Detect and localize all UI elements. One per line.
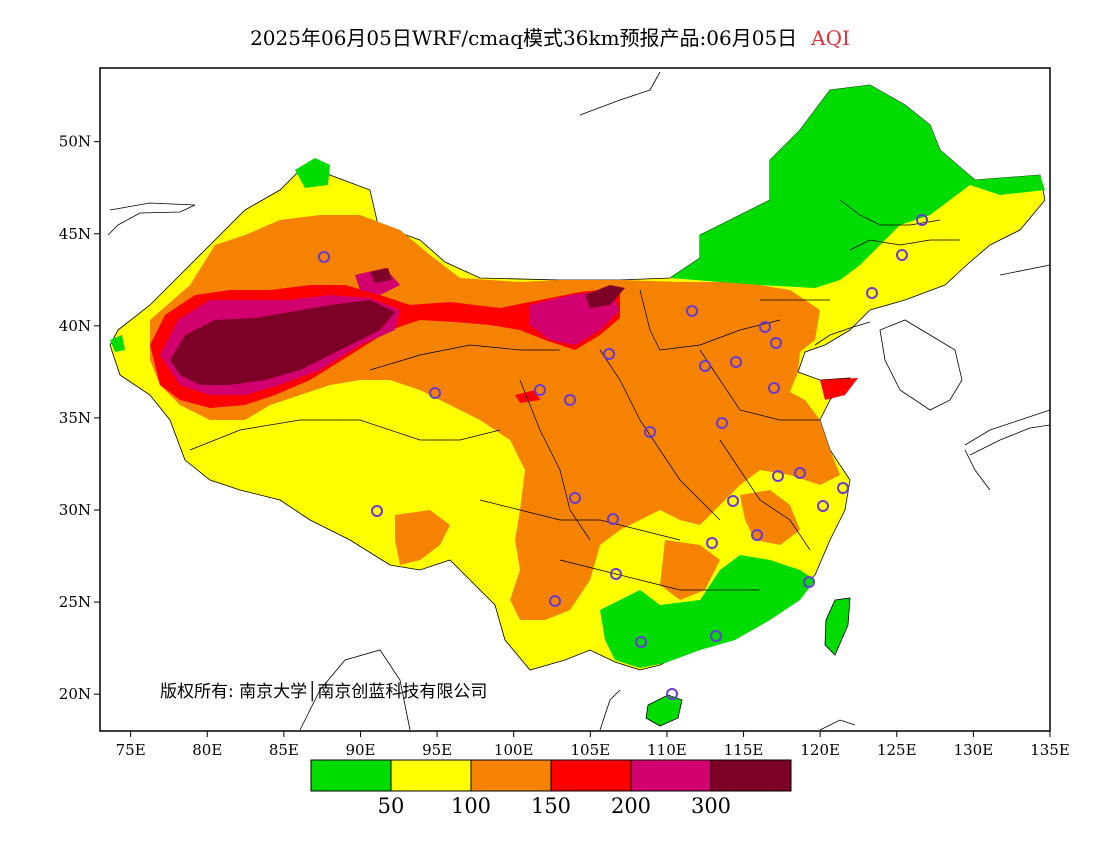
aqi-zone-red-dot bbox=[515, 390, 540, 403]
station-marker bbox=[837, 482, 849, 494]
legend-swatch bbox=[470, 759, 552, 792]
station-marker bbox=[564, 394, 576, 406]
aqi-zone-maroon-gobi bbox=[585, 285, 625, 308]
aqi-zone-maroon-dot bbox=[370, 268, 392, 283]
legend-swatch bbox=[550, 759, 632, 792]
legend-label: 50 bbox=[378, 794, 405, 818]
neighbor-coastlines bbox=[107, 71, 1050, 731]
station-markers bbox=[318, 214, 928, 700]
station-marker bbox=[666, 688, 678, 700]
legend-swatch bbox=[710, 759, 792, 792]
x-tick-label: 135E bbox=[1030, 741, 1070, 759]
station-marker bbox=[569, 492, 581, 504]
legend-swatch bbox=[630, 759, 712, 792]
y-tick-label: 20N bbox=[59, 685, 91, 703]
station-marker bbox=[699, 360, 711, 372]
y-tick-label: 45N bbox=[59, 225, 91, 243]
y-tick-label: 40N bbox=[59, 317, 91, 335]
station-marker bbox=[534, 384, 546, 396]
x-tick-label: 130E bbox=[954, 741, 994, 759]
taiwan-island bbox=[824, 597, 851, 656]
legend-label: 100 bbox=[451, 794, 491, 818]
legend-label: 150 bbox=[531, 794, 571, 818]
station-marker bbox=[635, 636, 647, 648]
aqi-zone-orange-south bbox=[660, 540, 720, 600]
aqi-zone-green-south bbox=[600, 555, 815, 668]
legend-label: 200 bbox=[611, 794, 651, 818]
y-tick-label: 50N bbox=[59, 133, 91, 151]
station-marker bbox=[751, 529, 763, 541]
station-marker bbox=[686, 305, 698, 317]
station-marker bbox=[772, 470, 784, 482]
station-marker bbox=[371, 505, 383, 517]
x-tick-label: 110E bbox=[647, 741, 687, 759]
title-variable: AQI bbox=[811, 26, 850, 50]
y-tick-label: 25N bbox=[59, 593, 91, 611]
station-marker bbox=[794, 467, 806, 479]
station-marker bbox=[710, 630, 722, 642]
y-axis: 20N 25N 30N 35N 40N 45N 50N bbox=[59, 133, 100, 703]
y-tick-label: 35N bbox=[59, 409, 91, 427]
legend-swatch bbox=[390, 759, 472, 792]
x-tick-label: 120E bbox=[800, 741, 840, 759]
aqi-zone-maroon-tarim bbox=[170, 300, 395, 385]
chart-title: 2025年06月05日WRF/cmaq模式36km预报产品:06月05日 AQI bbox=[0, 22, 1100, 51]
aqi-zone-green-northeast bbox=[670, 85, 1045, 288]
hainan-island bbox=[645, 694, 683, 727]
x-tick-label: 90E bbox=[345, 741, 375, 759]
station-marker bbox=[603, 348, 615, 360]
station-marker bbox=[706, 537, 718, 549]
title-main: 2025年06月05日WRF/cmaq模式36km预报产品:06月05日 bbox=[250, 26, 798, 50]
station-marker bbox=[549, 595, 561, 607]
station-marker bbox=[770, 337, 782, 349]
copyright-text: 版权所有: 南京大学│南京创蓝科技有限公司 bbox=[160, 681, 487, 702]
x-tick-label: 85E bbox=[269, 741, 299, 759]
y-tick-label: 30N bbox=[59, 501, 91, 519]
color-legend: 50 100 150 200 300 bbox=[310, 759, 792, 818]
aqi-zone-red-coast bbox=[820, 378, 858, 400]
station-marker bbox=[916, 214, 928, 226]
legend-swatch bbox=[310, 759, 392, 792]
station-marker bbox=[318, 251, 330, 263]
station-marker bbox=[759, 321, 771, 333]
station-marker bbox=[727, 495, 739, 507]
legend-label: 300 bbox=[691, 794, 731, 818]
station-marker bbox=[896, 249, 908, 261]
aqi-zone-green-west bbox=[110, 335, 125, 352]
x-axis: 75E 80E 85E 90E 95E 100E 105E 110E 115E 120E 125E 1… bbox=[116, 731, 1070, 759]
x-tick-label: 100E bbox=[494, 741, 534, 759]
station-marker bbox=[730, 356, 742, 368]
station-marker bbox=[607, 513, 619, 525]
x-tick-label: 105E bbox=[571, 741, 611, 759]
station-marker bbox=[768, 382, 780, 394]
x-tick-label: 115E bbox=[724, 741, 764, 759]
x-tick-label: 95E bbox=[422, 741, 452, 759]
station-marker bbox=[866, 287, 878, 299]
station-marker bbox=[716, 417, 728, 429]
province-boundaries bbox=[189, 199, 960, 591]
station-marker bbox=[610, 568, 622, 580]
x-tick-label: 80E bbox=[192, 741, 222, 759]
x-tick-label: 75E bbox=[116, 741, 146, 759]
station-marker bbox=[803, 576, 815, 588]
map-plot-area: 版权所有: 南京大学│南京创蓝科技有限公司 bbox=[107, 71, 1050, 731]
aqi-zone-green-xinjiang bbox=[295, 158, 330, 188]
station-marker bbox=[644, 426, 656, 438]
x-tick-label: 125E bbox=[877, 741, 917, 759]
map-border bbox=[99, 67, 1051, 732]
aqi-zone-orange-southwest bbox=[395, 510, 450, 565]
station-marker bbox=[817, 500, 829, 512]
station-marker bbox=[429, 387, 441, 399]
